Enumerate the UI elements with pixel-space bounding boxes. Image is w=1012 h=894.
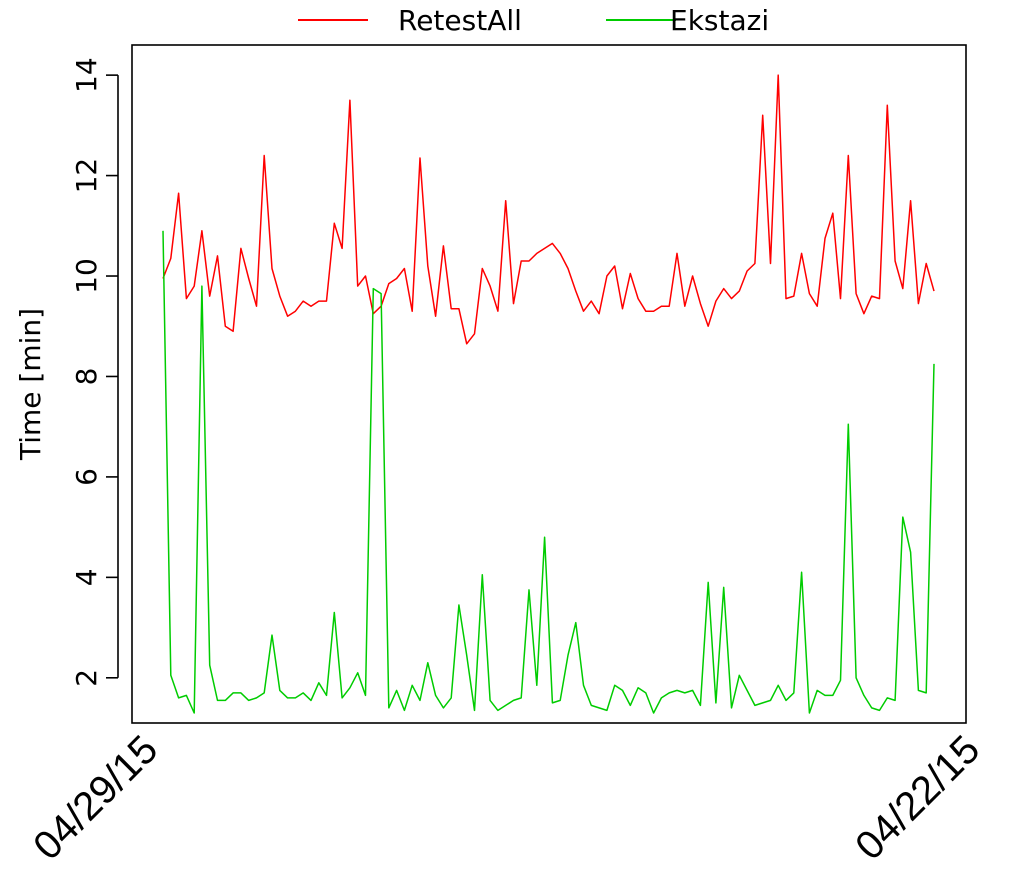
y-tick-label: 10: [70, 258, 103, 294]
series-line-retestall: [162, 74, 935, 345]
y-tick-label: 2: [70, 669, 103, 687]
legend-label-retestall: RetestAll: [398, 4, 522, 37]
legend-label-ekstazi: Ekstazi: [670, 4, 769, 37]
y-axis: 2 4 6 8 10 12 14: [70, 57, 119, 687]
x-tick-label: 04/22/15: [847, 727, 988, 868]
series-layer: [162, 74, 935, 714]
series-line-ekstazi: [162, 230, 935, 714]
y-tick-label: 8: [70, 368, 103, 386]
plot-frame: [131, 44, 967, 724]
x-axis: 04/29/15 04/22/15: [25, 727, 988, 868]
y-tick-label: 4: [70, 568, 103, 586]
x-tick-label: 04/29/15: [25, 727, 166, 868]
legend: RetestAll Ekstazi: [298, 4, 769, 37]
y-axis-title: Time [min]: [14, 308, 47, 461]
y-tick-label: 14: [70, 57, 103, 93]
y-tick-label: 12: [70, 158, 103, 194]
y-tick-label: 6: [70, 468, 103, 486]
